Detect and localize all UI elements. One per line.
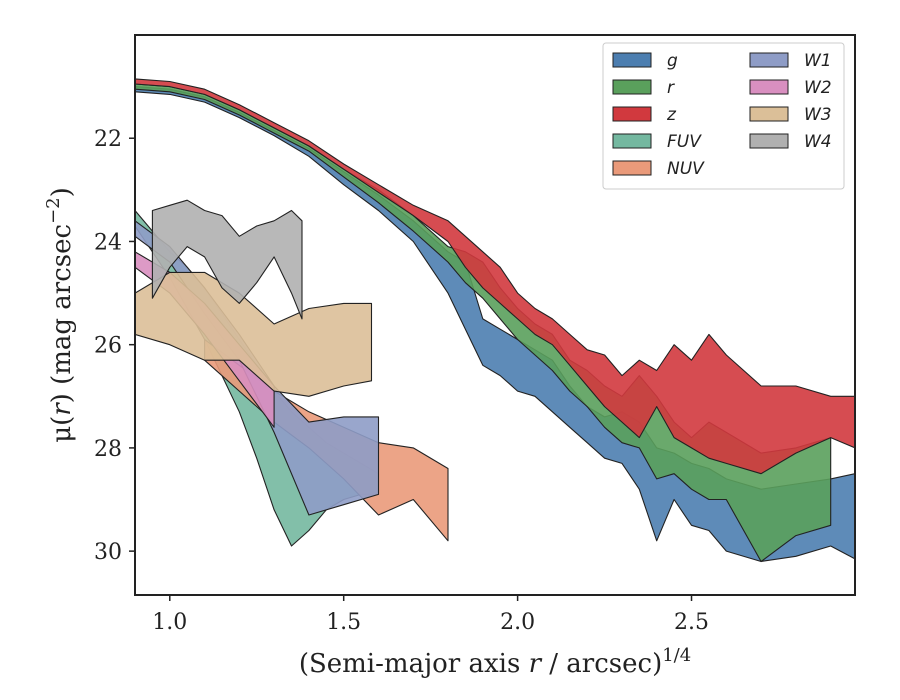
legend-swatch-w3 [749,106,789,122]
x-tick-label: 1.5 [326,610,361,635]
legend-label-w2: W2 [804,78,832,98]
y-tick-label: 26 [94,334,122,359]
y-tick-label: 22 [94,127,122,152]
legend-label-g: g [667,51,678,71]
y-axis-label: μ(r) (mag arcsec−2) [43,187,77,443]
legend-swatch-nuv [612,160,652,176]
legend-label-r: r [667,78,675,98]
legend-label-w4: W4 [804,132,832,152]
plot-frame [134,34,856,596]
x-axis-label: (Semi-major axis r / arcsec)1/4 [299,645,691,679]
legend-swatch-g [612,52,652,68]
legend-label-fuv: FUV [667,132,702,152]
legend-swatch-w2 [749,79,789,95]
legend-swatch-r [612,79,652,95]
band-z [135,78,855,475]
legend-label-w3: W3 [804,105,832,125]
band-layer [135,78,855,563]
legend: grz FUV NUV W1 W2 W3 W4 [602,42,845,190]
band-w4 [151,199,303,320]
legend-label-z: z [666,105,677,125]
legend-label-w1: W1 [804,51,832,71]
y-tick-label: 28 [94,437,122,462]
x-tick-label: 1.0 [152,610,187,635]
legend-swatch-fuv [612,133,652,149]
x-tick-label: 2.5 [674,610,709,635]
x-tick-label: 2.0 [500,610,535,635]
legend-label-nuv: NUV [667,159,705,179]
y-tick-label: 30 [94,540,122,565]
tick-layer: 1.0 1.5 2.0 2.5 22 24 26 28 30 [94,127,709,635]
legend-swatch-w1 [749,52,789,68]
legend-swatch-w4 [749,133,789,149]
y-tick-label: 24 [94,230,122,255]
legend-swatch-z [612,106,652,122]
